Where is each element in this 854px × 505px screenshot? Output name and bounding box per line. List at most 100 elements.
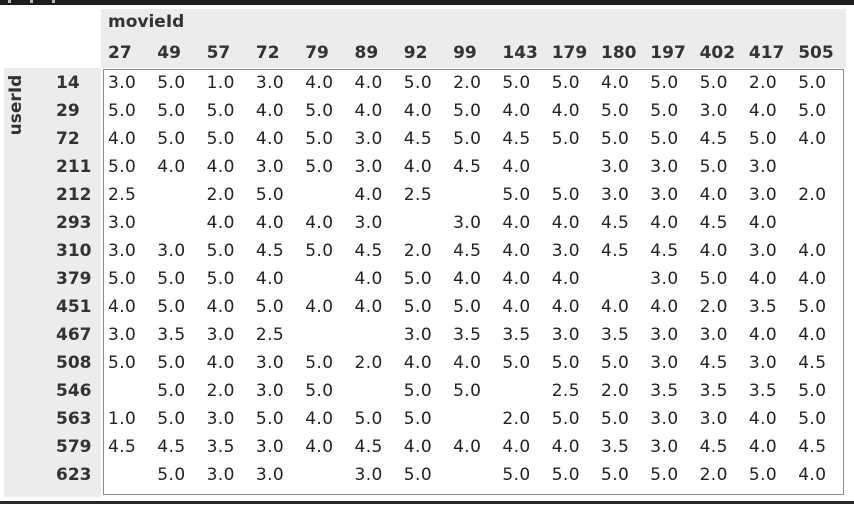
table-cell: 3.0: [650, 157, 679, 177]
table-cell: 5.0: [255, 297, 285, 317]
table-cell: 4.0: [502, 437, 531, 457]
table-cell: 2.0: [699, 465, 728, 485]
table-cell: 4.5: [699, 437, 728, 457]
table-cell: 5.0: [157, 381, 186, 401]
table-cell: 5.0: [551, 353, 580, 373]
table-cell: 4.0: [502, 297, 531, 317]
table-cell: 3.0: [403, 325, 433, 345]
table-cell: 2.0: [699, 297, 728, 317]
table-cell: 3.0: [748, 157, 778, 177]
table-cell: 4.0: [748, 269, 778, 289]
column-header: 197: [650, 43, 686, 63]
table-cell: 3.0: [255, 381, 285, 401]
row-header: 310: [56, 241, 92, 261]
table-cell: 4.5: [255, 241, 285, 261]
table-cell: 3.0: [354, 213, 383, 233]
table-cell: 5.0: [157, 129, 186, 149]
table-cell: 5.0: [601, 353, 630, 373]
column-header: 402: [699, 43, 736, 63]
table-cell: 4.0: [551, 269, 580, 289]
table-cell: 4.0: [502, 101, 531, 121]
table-cell: 5.0: [157, 73, 186, 93]
table-cell: 4.0: [255, 101, 285, 121]
table-cell: 3.0: [354, 129, 383, 149]
toolbar-dot-icon: [52, 0, 55, 3]
table-cell: 1.0: [206, 73, 235, 93]
table-cell: 5.0: [502, 465, 531, 485]
table-cell: 4.0: [699, 241, 728, 261]
table-cell: 4.0: [403, 101, 433, 121]
table-cell: 5.0: [551, 73, 580, 93]
table-cell: 5.0: [601, 409, 630, 429]
table-cell: 5.0: [157, 297, 186, 317]
row-header: 29: [56, 101, 80, 121]
table-cell: 5.0: [453, 381, 482, 401]
column-header: 72: [255, 43, 280, 63]
table-cell: 3.0: [206, 409, 235, 429]
table-cell: 4.5: [403, 129, 433, 149]
table-cell: 5.0: [699, 73, 728, 93]
pivot-table: movieId userId 27 49 57 72 79 89 92 99 143 179 180…: [4, 9, 849, 497]
column-header: 143: [502, 43, 538, 63]
table-cell: 3.0: [748, 353, 778, 373]
column-header: 180: [601, 43, 637, 63]
table-cell: 5.0: [305, 101, 334, 121]
table-cell: 4.0: [206, 353, 235, 373]
table-cell: 4.5: [453, 157, 482, 177]
table-cell: 3.0: [157, 241, 186, 261]
table-cell: 3.5: [699, 381, 728, 401]
row-header: 14: [56, 73, 80, 93]
table-cell: 4.0: [798, 129, 827, 149]
table-cell: 5.0: [748, 129, 778, 149]
table-cell: 4.0: [108, 129, 137, 149]
toolbar-dot-icon: [8, 0, 11, 3]
table-cell: 4.0: [453, 269, 482, 289]
row-header: 379: [56, 269, 92, 289]
column-header-band: [101, 9, 846, 68]
table-cell: 4.0: [798, 269, 827, 289]
table-cell: 3.0: [650, 185, 679, 205]
table-cell: 3.0: [108, 73, 137, 93]
table-cell: 2.0: [453, 73, 482, 93]
table-cell: 4.0: [798, 465, 827, 485]
table-cell: 4.0: [157, 157, 186, 177]
table-cell: 5.0: [453, 297, 482, 317]
table-cell: 3.0: [453, 213, 482, 233]
table-cell: 4.0: [255, 213, 285, 233]
table-cell: 4.5: [354, 241, 383, 261]
table-cell: 3.0: [551, 241, 580, 261]
table-cell: 4.0: [255, 129, 285, 149]
row-header: 508: [56, 353, 92, 373]
table-cell: 5.0: [798, 381, 827, 401]
row-header: 72: [56, 129, 80, 149]
table-cell: 4.5: [157, 437, 186, 457]
table-cell: 5.0: [354, 409, 383, 429]
table-cell: 3.0: [650, 353, 679, 373]
table-cell: 4.5: [601, 213, 630, 233]
table-cell: 5.0: [305, 129, 334, 149]
table-cell: 2.0: [601, 381, 630, 401]
table-cell: 2.0: [502, 409, 531, 429]
table-cell: 4.0: [255, 269, 285, 289]
table-cell: 5.0: [403, 409, 433, 429]
table-cell: 3.5: [601, 437, 630, 457]
row-header: 451: [56, 297, 92, 317]
table-cell: 4.0: [354, 101, 383, 121]
table-cell: 5.0: [305, 157, 334, 177]
table-cell: 4.5: [699, 353, 728, 373]
table-cell: 5.0: [650, 73, 679, 93]
column-header: 92: [403, 43, 428, 63]
table-cell: 5.0: [108, 101, 137, 121]
toolbar-tab: [0, 0, 96, 5]
table-cell: 4.0: [108, 297, 137, 317]
table-cell: 4.0: [601, 297, 630, 317]
column-header: 417: [748, 43, 785, 63]
table-cell: 5.0: [453, 129, 482, 149]
table-cell: 4.5: [453, 241, 482, 261]
column-header: 505: [798, 43, 834, 63]
table-cell: 4.0: [502, 241, 531, 261]
table-cell: 3.0: [650, 269, 679, 289]
table-cell: 5.0: [206, 241, 235, 261]
table-cell: 2.0: [206, 185, 235, 205]
table-cell: 4.0: [502, 213, 531, 233]
